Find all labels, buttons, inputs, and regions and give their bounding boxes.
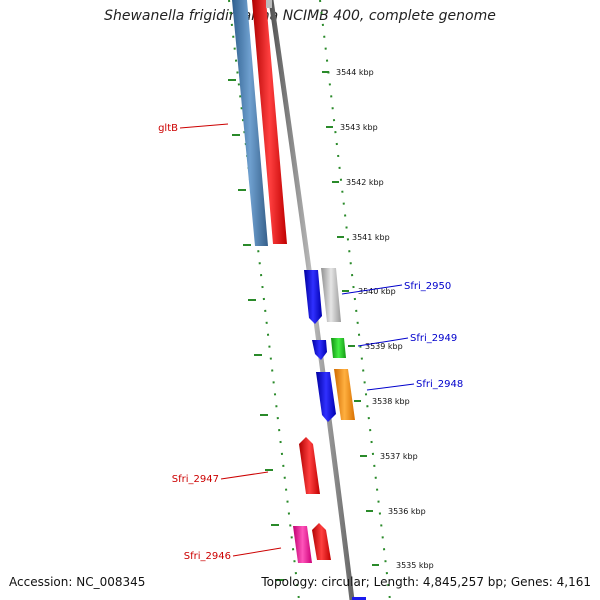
tick-label-3535: 3535 kbp — [396, 561, 434, 570]
tick-label-3536: 3536 kbp — [388, 507, 426, 516]
gene-sfri-2948-blue — [316, 372, 336, 422]
gene-sfri-2950-blue — [304, 270, 322, 324]
gene-gltB-red-large — [252, 0, 287, 244]
gene-sfri-2949-green — [331, 338, 346, 358]
gene-label-sfri-2947[interactable]: Sfri_2947 — [172, 474, 219, 485]
gene-sfri-2946-pink — [293, 526, 312, 563]
tick-label-3542: 3542 kbp — [346, 178, 384, 187]
gene-label-sfri-2950[interactable]: Sfri_2950 — [404, 281, 451, 292]
gene-sfri-2946-red — [312, 523, 331, 560]
gene-label-sfri-2946[interactable]: Sfri_2946 — [184, 551, 231, 562]
gene-label-leaders — [179, 123, 415, 557]
tick-label-3541: 3541 kbp — [352, 233, 390, 242]
gene-label-gltB[interactable]: gltB — [158, 123, 178, 134]
tick-label-3540: 3540 kbp — [358, 287, 396, 296]
gene-steelblue-large — [232, 0, 268, 246]
tick-label-3538: 3538 kbp — [372, 397, 410, 406]
gene-sfri-2950-gray — [321, 268, 341, 322]
genome-summary-text: Topology: circular; Length: 4,845,257 bp… — [261, 575, 591, 589]
gene-sfri-2947-red — [299, 437, 320, 494]
outer-major-ticks — [228, 79, 284, 581]
gene-sfri-2948-orange — [334, 369, 355, 420]
gene-label-sfri-2949[interactable]: Sfri_2949 — [410, 333, 457, 344]
accession-text: Accession: NC_008345 — [9, 575, 146, 589]
map-title: Shewanella frigidimarina NCIMB 400, comp… — [104, 8, 496, 24]
tick-label-3543: 3543 kbp — [340, 123, 378, 132]
tick-label-3539: 3539 kbp — [365, 342, 403, 351]
tick-label-3537: 3537 kbp — [380, 452, 418, 461]
gene-bottom-blue-fragment — [352, 597, 366, 600]
tick-group: 3544 kbp 3543 kbp 3542 kbp 3541 kbp 3540… — [322, 68, 434, 570]
gene-sfri-2949-blue — [312, 340, 327, 360]
gene-top-gray-stub — [266, 0, 272, 8]
tick-label-3544: 3544 kbp — [336, 68, 374, 77]
gene-label-sfri-2948[interactable]: Sfri_2948 — [416, 379, 463, 390]
